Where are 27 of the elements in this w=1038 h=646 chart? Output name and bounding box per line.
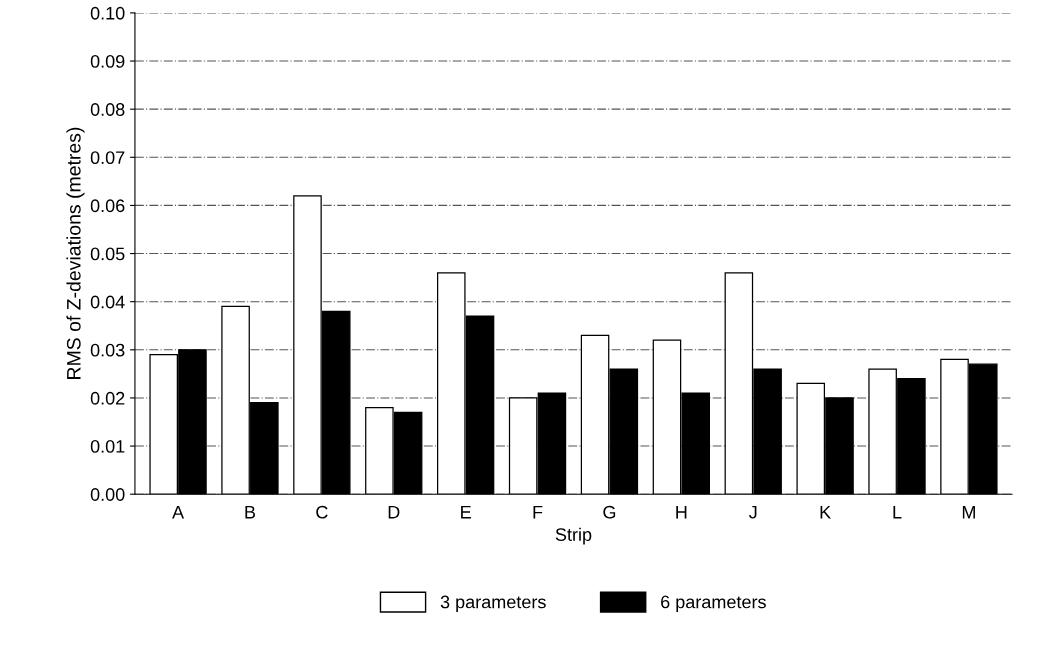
y-tick-label: 0.02: [90, 391, 125, 405]
x-tick-label: A: [172, 505, 185, 519]
legend-label: 6 parameters: [661, 595, 766, 612]
y-tick-label: 0.01: [90, 440, 125, 453]
y-tick-label: 0.00: [90, 488, 125, 501]
x-axis-title: Strip: [555, 527, 592, 545]
x-tick-label: M: [962, 505, 975, 519]
x-tick-label: C: [316, 505, 328, 519]
x-tick-label: F: [533, 505, 543, 519]
x-tick-label: D: [388, 505, 400, 519]
y-tick-label: 0.07: [90, 151, 125, 165]
x-tick-label: L: [893, 505, 902, 519]
y-tick-label: 0.06: [90, 199, 125, 213]
y-tick-label: 0.09: [90, 54, 125, 68]
legend-label: 3 parameters: [440, 595, 546, 612]
x-tick-label: B: [245, 505, 256, 519]
x-tick-label: J: [749, 505, 757, 519]
y-axis-title: RMS of Z-deviations (metres): [66, 127, 85, 379]
y-tick-label: 0.04: [90, 295, 125, 309]
y-tick-label: 0.05: [90, 247, 125, 261]
x-tick-label: H: [676, 505, 687, 519]
x-tick-label: G: [603, 505, 616, 519]
y-tick-label: 0.10: [90, 6, 125, 20]
y-tick-label: 0.08: [90, 103, 125, 116]
x-tick-label: K: [820, 505, 831, 519]
y-tick-label: 0.03: [90, 343, 125, 357]
x-tick-label: E: [461, 505, 471, 519]
